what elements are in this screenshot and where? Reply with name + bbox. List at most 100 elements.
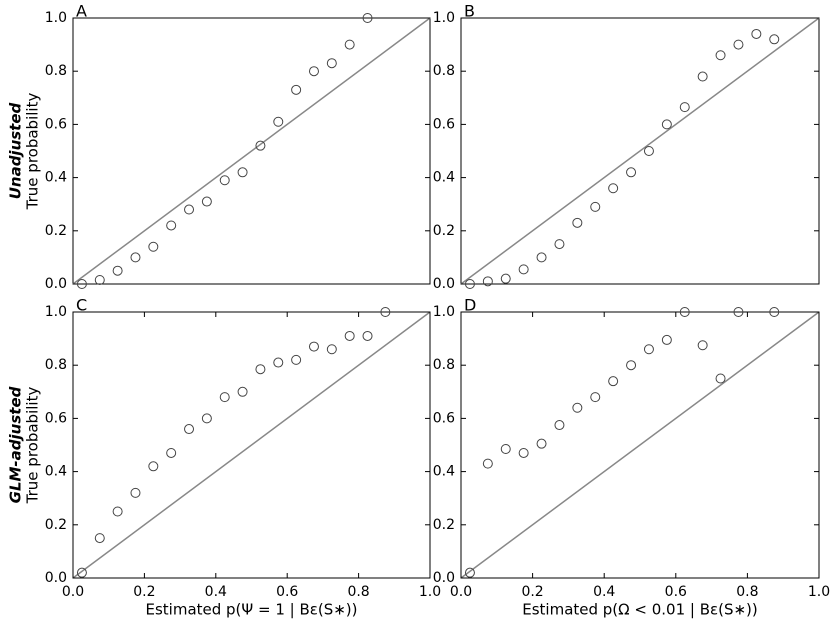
- plot-frame: [72, 17, 431, 285]
- scatter-point: [715, 50, 726, 61]
- scatter-point: [112, 506, 123, 517]
- scatter-point: [679, 307, 690, 317]
- y-tick-label: 0.8: [433, 357, 455, 373]
- y-tick-label: 0.8: [45, 357, 67, 373]
- x-tick-label: 0.8: [347, 584, 369, 600]
- scatter-point: [518, 447, 529, 458]
- y-tick-label: 0.4: [433, 464, 455, 480]
- x-tick-label: 0.2: [521, 584, 543, 600]
- scatter-point: [76, 567, 87, 578]
- scatter-point: [201, 413, 212, 424]
- y-tick-label: 0.4: [45, 464, 67, 480]
- scatter-point: [184, 204, 195, 215]
- y-tick-label: 0.2: [45, 223, 67, 239]
- scatter-point: [590, 201, 601, 212]
- scatter-point: [273, 357, 284, 368]
- panel-label: D: [464, 296, 476, 315]
- panel-label: A: [76, 2, 87, 21]
- y-tick-label: 0.0: [433, 276, 455, 292]
- y-tick-label: 1.0: [45, 304, 67, 320]
- identity-line: [72, 311, 431, 579]
- y-axis-label: True probability: [24, 93, 42, 211]
- scatter-point: [291, 354, 302, 365]
- scatter-point: [255, 140, 266, 151]
- scatter-point: [554, 420, 565, 431]
- scatter-point: [679, 102, 690, 113]
- scatter-point: [626, 167, 637, 178]
- scatter-point: [572, 217, 583, 228]
- plot-frame: [460, 311, 820, 579]
- scatter-point: [697, 340, 708, 351]
- scatter-point: [344, 39, 355, 50]
- scatter-point: [608, 376, 619, 387]
- scatter-point: [362, 13, 373, 23]
- y-tick-label: 0.2: [45, 517, 67, 533]
- scatter-point: [273, 116, 284, 127]
- scatter-point: [661, 119, 672, 130]
- scatter-point: [751, 28, 762, 39]
- scatter-point: [500, 273, 511, 284]
- scatter-point: [94, 533, 105, 544]
- scatter-point: [500, 443, 511, 454]
- scatter-point: [643, 344, 654, 355]
- y-tick-label: 0.4: [433, 170, 455, 186]
- y-tick-label: 0.2: [433, 517, 455, 533]
- y-tick-label: 0.0: [45, 276, 67, 292]
- scatter-point: [326, 58, 337, 69]
- y-tick-label: 0.6: [45, 116, 67, 132]
- y-tick-label: 0.6: [433, 116, 455, 132]
- scatter-point: [166, 447, 177, 458]
- scatter-point: [76, 279, 87, 289]
- y-tick-label: 1.0: [433, 10, 455, 26]
- scatter-point: [536, 438, 547, 449]
- scatter-point: [554, 239, 565, 250]
- scatter-point: [590, 392, 601, 403]
- scatter-point: [697, 71, 708, 82]
- y-tick-label: 0.6: [433, 410, 455, 426]
- scatter-point: [715, 373, 726, 384]
- scatter-point: [464, 279, 475, 289]
- y-tick-label: 0.8: [433, 63, 455, 79]
- scatter-point: [464, 567, 475, 578]
- scatter-point: [166, 220, 177, 231]
- scatter-point: [255, 364, 266, 375]
- scatter-point: [769, 34, 780, 45]
- scatter-point: [536, 252, 547, 263]
- scatter-point: [326, 344, 337, 355]
- x-tick-label: 0.0: [62, 584, 84, 600]
- x-tick-label: 0.6: [665, 584, 687, 600]
- scatter-point: [291, 84, 302, 95]
- scatter-point: [380, 307, 391, 317]
- y-tick-label: 0.8: [45, 63, 67, 79]
- y-axis-label: True probability: [24, 387, 42, 505]
- y-tick-label: 0.0: [433, 570, 455, 586]
- panel-label: C: [76, 296, 87, 315]
- scatter-point: [733, 307, 744, 317]
- scatter-point: [237, 386, 248, 397]
- scatter-point: [112, 265, 123, 276]
- scatter-point: [769, 307, 780, 317]
- y-tick-label: 1.0: [45, 10, 67, 26]
- panel-label: B: [464, 2, 475, 21]
- x-tick-label: 1.0: [808, 584, 830, 600]
- scatter-point: [661, 334, 672, 345]
- scatter-point: [308, 66, 319, 77]
- scatter-point: [237, 167, 248, 178]
- y-tick-label: 1.0: [433, 304, 455, 320]
- plot-frame: [460, 17, 820, 285]
- x-tick-label: 1.0: [419, 584, 441, 600]
- scatter-point: [308, 341, 319, 352]
- scatter-point: [608, 183, 619, 194]
- x-axis-label: Estimated p(Ω < 0.01 | Bε(S∗)): [522, 601, 758, 619]
- scatter-point: [148, 461, 159, 472]
- plot-frame: [72, 311, 431, 579]
- scatter-point: [201, 196, 212, 207]
- scatter-point: [482, 276, 493, 287]
- y-tick-label: 0.6: [45, 410, 67, 426]
- scatter-point: [184, 424, 195, 435]
- x-tick-label: 0.2: [133, 584, 155, 600]
- identity-line: [72, 17, 431, 285]
- x-tick-label: 0.4: [593, 584, 615, 600]
